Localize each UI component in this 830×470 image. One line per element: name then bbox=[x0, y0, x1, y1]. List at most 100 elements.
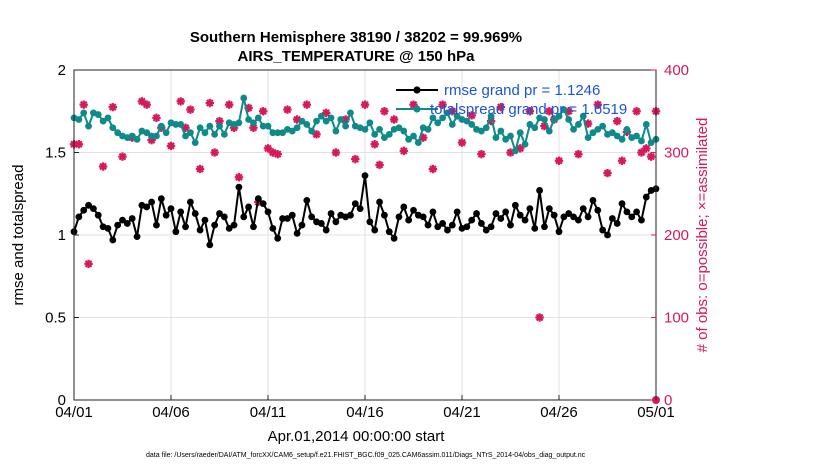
totalspread-point bbox=[94, 111, 102, 118]
obs-point bbox=[176, 97, 185, 106]
y-tick-label-left: 1 bbox=[58, 227, 66, 244]
obs-point bbox=[409, 100, 418, 109]
totalspread-point bbox=[206, 122, 214, 130]
rmse-point bbox=[172, 228, 180, 236]
obs-point bbox=[152, 113, 161, 123]
totalspread-point bbox=[196, 124, 204, 132]
rmse-point bbox=[521, 216, 529, 224]
rmse-point bbox=[584, 213, 592, 221]
rmse-point bbox=[516, 211, 524, 219]
rmse-point bbox=[628, 213, 636, 221]
rmse-point bbox=[288, 211, 296, 219]
chart-subtitle: AIRS_TEMPERATURE @ 150 hPa bbox=[238, 48, 476, 65]
totalspread-point bbox=[250, 119, 257, 127]
rmse-point bbox=[182, 223, 189, 231]
rmse-point bbox=[550, 211, 558, 219]
totalspread-point bbox=[497, 127, 505, 135]
rmse-point bbox=[448, 221, 456, 229]
legend: rmse grand pr = 1.1246 totalspread grand… bbox=[396, 82, 627, 118]
rmse-point bbox=[206, 241, 214, 249]
totalspread-point bbox=[313, 117, 320, 125]
rmse-point bbox=[162, 211, 170, 219]
obs-point bbox=[428, 164, 438, 174]
obs-point bbox=[331, 148, 341, 157]
totalspread-point bbox=[172, 121, 180, 128]
obs-point bbox=[283, 105, 292, 114]
rmse-point bbox=[80, 206, 88, 214]
totalspread-point bbox=[565, 116, 573, 123]
totalspread-point bbox=[613, 132, 621, 140]
rmse-point bbox=[119, 216, 126, 224]
totalspread-point bbox=[187, 129, 194, 137]
rmse-point bbox=[347, 211, 354, 219]
totalspread-point bbox=[579, 112, 587, 120]
totalspread-point bbox=[618, 135, 626, 143]
totalspread-point bbox=[104, 114, 112, 122]
obs-point bbox=[74, 140, 84, 149]
obs-point bbox=[79, 100, 88, 109]
rmse-point bbox=[235, 183, 243, 191]
rmse-point bbox=[274, 234, 282, 242]
totalspread-point bbox=[511, 147, 519, 155]
totalspread-point bbox=[371, 130, 379, 138]
totalspread-point bbox=[550, 116, 558, 123]
rmse-point bbox=[94, 211, 102, 219]
totalspread-point bbox=[526, 121, 534, 128]
totalspread-point bbox=[541, 116, 548, 123]
rmse-point bbox=[575, 216, 582, 224]
totalspread-point bbox=[385, 130, 393, 138]
rmse-point bbox=[191, 210, 199, 217]
totalspread-point bbox=[575, 121, 582, 128]
rmse-point bbox=[434, 223, 442, 231]
rmse-point bbox=[327, 210, 335, 217]
rmse-point bbox=[177, 208, 185, 216]
rmse-point bbox=[424, 221, 432, 229]
totalspread-point bbox=[463, 117, 471, 125]
totalspread-point bbox=[448, 121, 456, 128]
totalspread-point bbox=[274, 129, 282, 137]
totalspread-point bbox=[235, 119, 243, 127]
totalspread-point bbox=[269, 129, 277, 137]
totalspread-point bbox=[143, 129, 151, 137]
rmse-point bbox=[604, 231, 611, 239]
totalspread-point bbox=[279, 129, 286, 137]
rmse-point bbox=[123, 220, 131, 227]
rmse-point bbox=[419, 213, 427, 221]
totalspread-point bbox=[487, 112, 495, 120]
series-layer bbox=[69, 94, 661, 404]
totalspread-point bbox=[148, 132, 156, 140]
rmse-point bbox=[410, 206, 417, 214]
y-axis-label-right: # of obs: o=possible; ×=assimilated bbox=[694, 118, 711, 353]
totalspread-point bbox=[157, 122, 165, 130]
totalspread-point bbox=[288, 127, 296, 135]
totalspread-point bbox=[376, 125, 383, 133]
rmse-point bbox=[216, 210, 223, 217]
rmse-point bbox=[400, 203, 408, 211]
rmse-point bbox=[371, 226, 379, 234]
obs-point bbox=[467, 111, 476, 120]
totalspread-point bbox=[594, 125, 602, 133]
y-tick-label-right: 300 bbox=[664, 145, 689, 162]
obs-point bbox=[525, 107, 535, 116]
rmse-point bbox=[225, 225, 233, 232]
rmse-point bbox=[211, 221, 219, 229]
rmse-point bbox=[254, 195, 262, 203]
y-tick-label-left: 0.5 bbox=[45, 310, 66, 327]
obs-point bbox=[617, 156, 627, 165]
obs-point bbox=[302, 100, 311, 109]
totalspread-point bbox=[521, 140, 529, 148]
rmse-point bbox=[579, 205, 587, 213]
rmse-point bbox=[259, 200, 267, 208]
obs-point bbox=[574, 149, 583, 159]
totalspread-point bbox=[623, 125, 631, 133]
rmse-point bbox=[308, 213, 316, 221]
obs-point bbox=[593, 100, 602, 109]
totalspread-point bbox=[259, 122, 267, 130]
totalspread-point bbox=[264, 122, 272, 130]
y-tick-label-left: 1.5 bbox=[45, 145, 66, 162]
totalspread-point bbox=[162, 129, 170, 137]
obs-point bbox=[477, 149, 486, 159]
rmse-point bbox=[366, 218, 374, 226]
totalspread-point bbox=[366, 119, 374, 127]
